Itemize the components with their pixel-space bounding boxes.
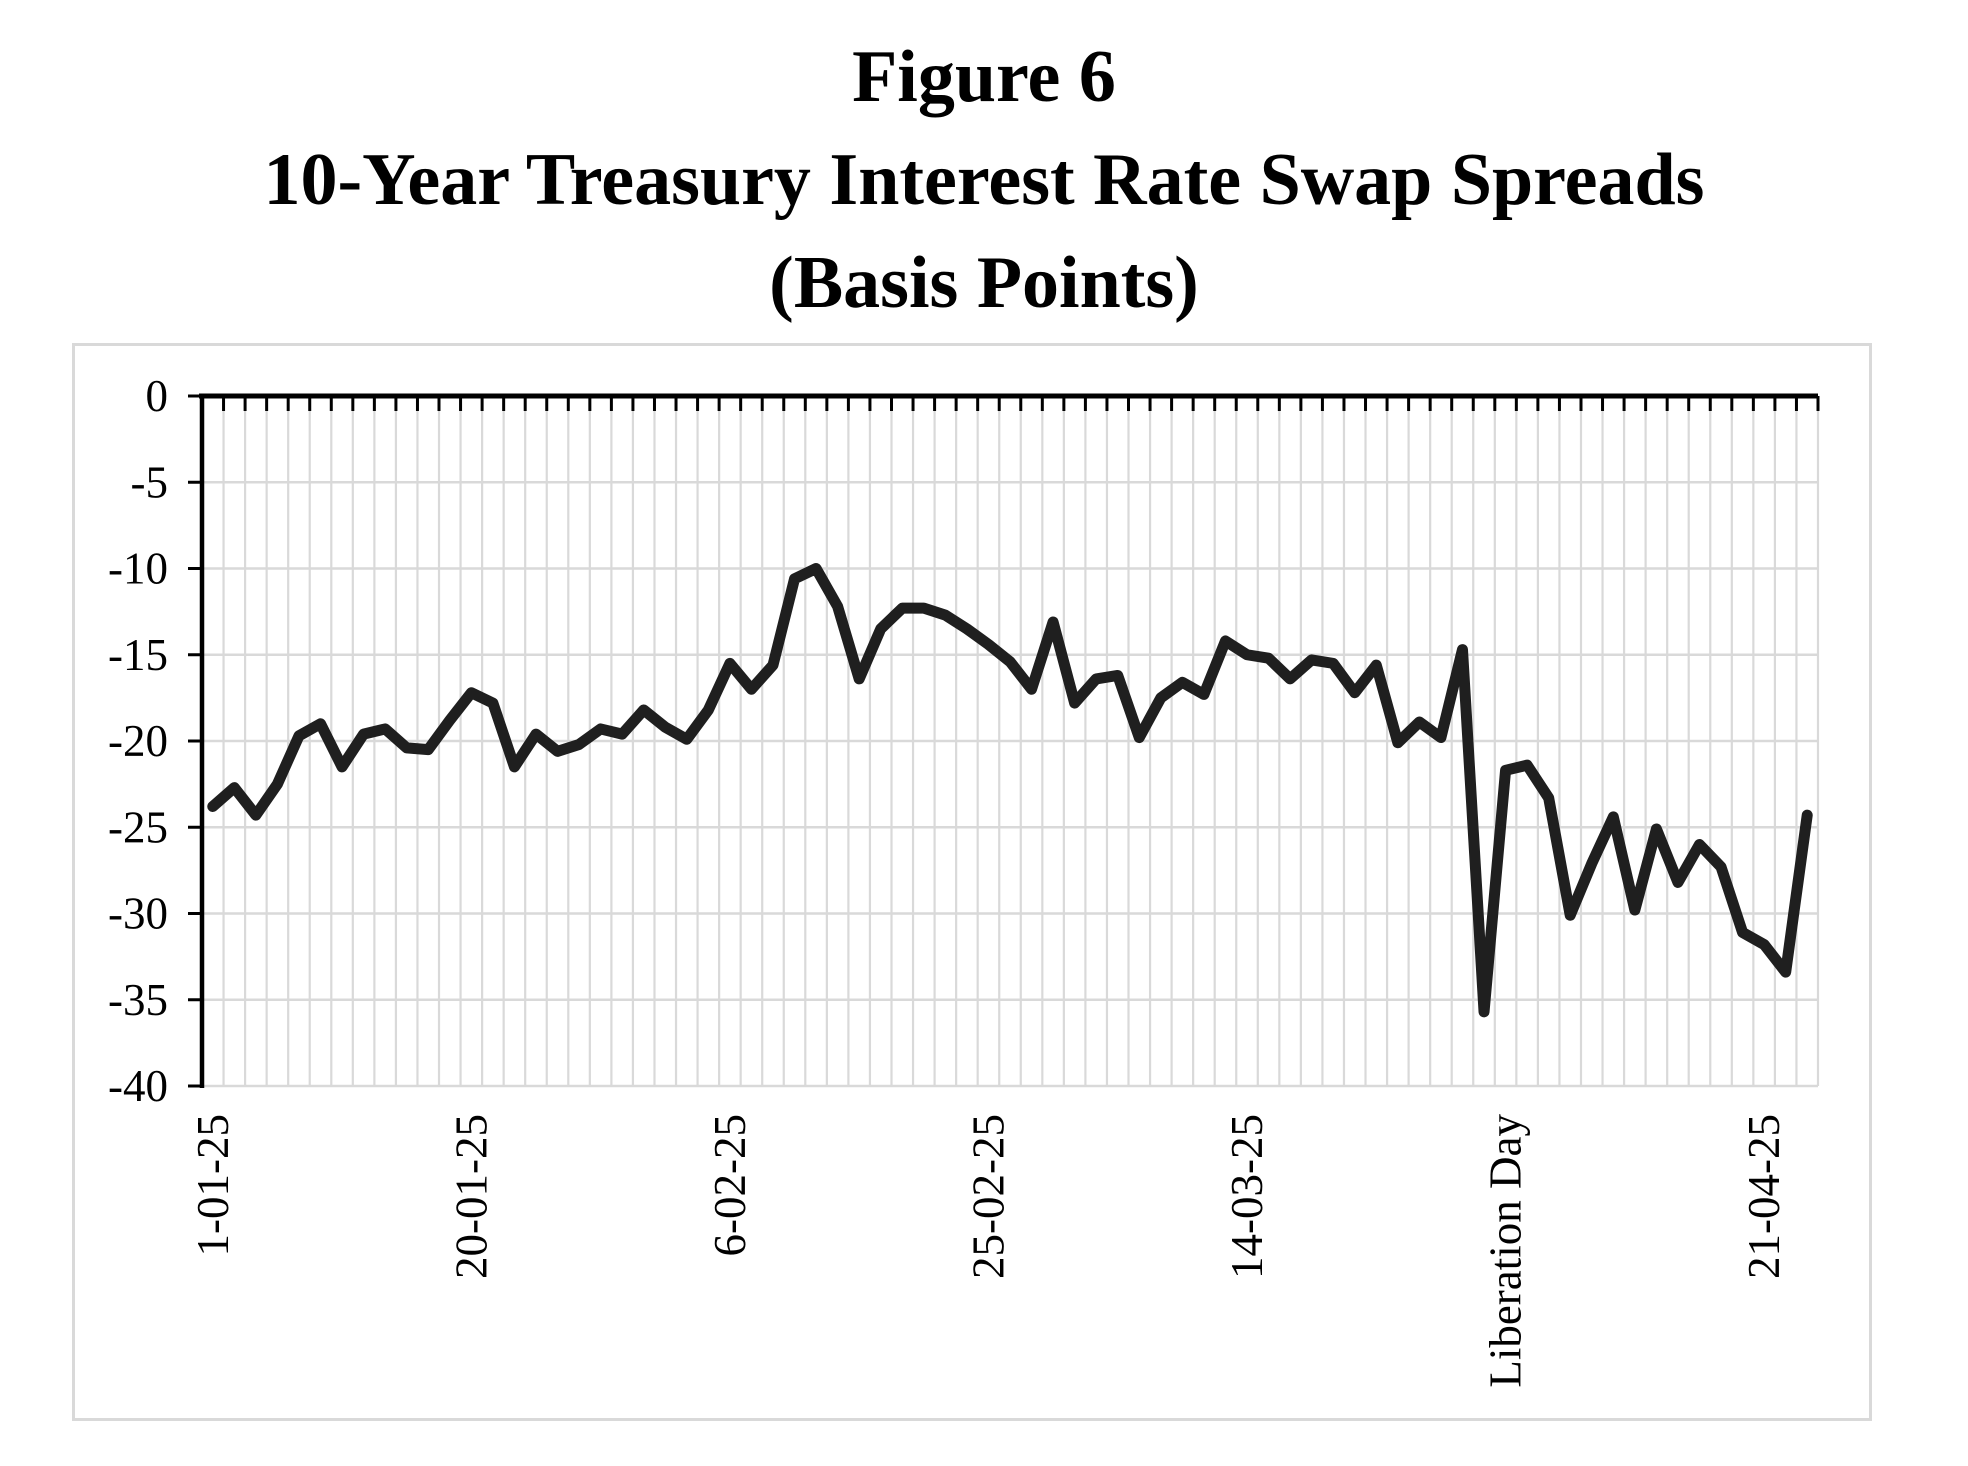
y-axis-tick-label: -30: [108, 889, 168, 939]
plot-border: [72, 343, 1872, 1421]
x-axis-tick-label: Liberation Day: [1481, 1114, 1531, 1388]
x-axis-tick-label: 6-02-25: [705, 1114, 755, 1256]
x-axis-tick-label: 20-01-25: [446, 1114, 496, 1279]
x-axis-tick-label: 25-02-25: [963, 1114, 1013, 1279]
y-axis-tick-label: -15: [108, 630, 168, 680]
figure-number-title: Figure 6: [852, 36, 1116, 118]
x-axis-tick-label: 14-03-25: [1222, 1114, 1272, 1279]
y-axis-tick-label: 0: [146, 371, 169, 421]
chart-subtitle: (Basis Points): [769, 242, 1199, 324]
y-axis-tick-label: -5: [131, 457, 169, 507]
y-axis-tick-label: -35: [108, 975, 168, 1025]
y-axis-tick-label: -25: [108, 802, 168, 852]
chart-title-block: Figure 6 10-Year Treasury Interest Rate …: [0, 26, 1968, 335]
y-axis-tick-label: -10: [108, 544, 168, 594]
x-axis-tick-label: 21-04-25: [1739, 1114, 1789, 1279]
chart-main-title: 10-Year Treasury Interest Rate Swap Spre…: [263, 139, 1705, 221]
x-axis-tick-label: 1-01-25: [188, 1114, 238, 1256]
series-line: [207, 563, 1813, 1018]
y-axis-tick-label: -40: [108, 1061, 168, 1111]
y-axis-tick-label: -20: [108, 716, 168, 766]
